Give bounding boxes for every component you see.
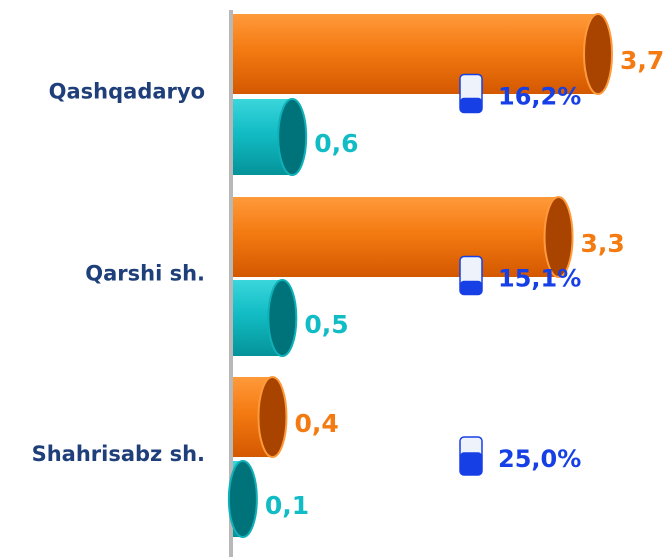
share-label: 16,2% [498,83,581,111]
bar-cap [543,196,574,278]
bar-cap [267,279,298,357]
value-label: 0,4 [294,409,338,438]
share-label: 15,1% [498,265,581,293]
category-label: Qashqadaryo [49,80,205,104]
battery-fill [460,280,482,295]
value-label: 3,3 [581,229,625,258]
bar [233,197,559,277]
battery-fill [460,97,482,113]
bar-cap [227,460,258,538]
bar-cap [257,376,288,458]
bar-cap [277,98,308,176]
bar-cap [583,13,613,95]
value-label: 3,7 [620,46,664,75]
category-label: Qarshi sh. [85,262,205,286]
value-label: 0,5 [304,310,348,339]
battery-fill [460,452,482,475]
value-label: 0,1 [265,491,309,520]
share-label: 25,0% [498,445,581,473]
category-label: Shahrisabz sh. [32,442,205,466]
value-label: 0,6 [314,129,358,158]
bar [233,14,598,94]
